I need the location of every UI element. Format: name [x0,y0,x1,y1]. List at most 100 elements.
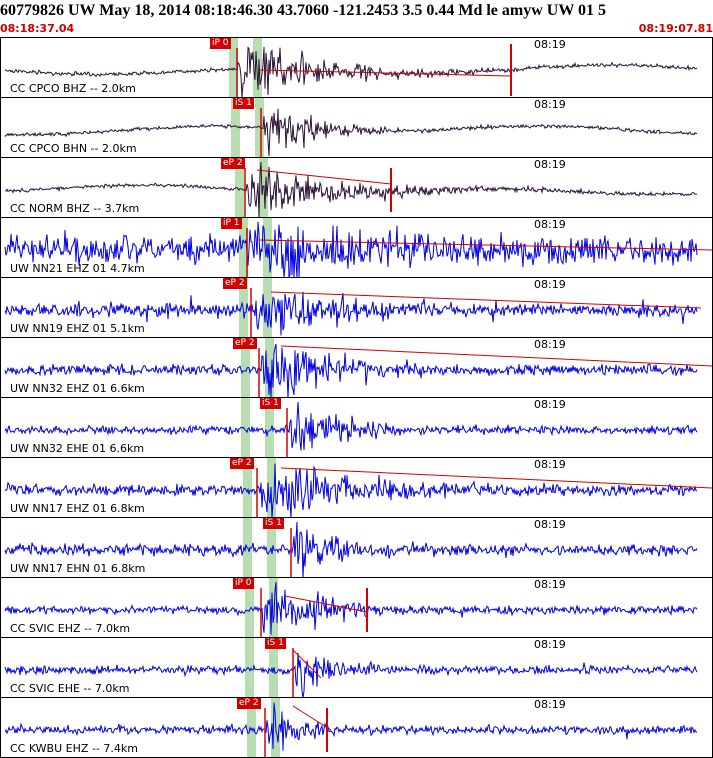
trace-panel: iP 0 08:19 CC CPCO BHZ -- 2.0km [0,37,713,98]
pick-marker[interactable]: iS 1 [233,98,254,109]
time-mark: 08:19 [534,218,566,231]
waveform [4,46,698,97]
pick-marker[interactable]: eP 2 [230,458,254,469]
s-window-band [259,158,268,217]
trace-panel: iS 1 08:19 UW NN32 EHE 01 6.6km [0,397,713,458]
p-window-band [241,398,250,457]
header: 60779826 UW May 18, 2014 08:18:46.30 43.… [0,0,713,37]
waveform [4,463,698,517]
time-mark: 08:19 [534,698,566,711]
trace-panel: iP 1 08:19 UW NN21 EHZ 01 4.7km [0,217,713,278]
s-window-band [253,38,262,97]
waveform [4,108,698,157]
coda-envelope [292,705,332,731]
coda-envelope [284,595,368,613]
time-mark: 08:19 [534,518,566,531]
seismogram [4,398,698,457]
seismogram [4,518,698,577]
time-mark: 08:19 [534,278,566,291]
station-label: CC KWBU EHZ -- 7.4km [10,742,138,755]
station-label: UW NN17 EHZ 01 6.8km [10,502,145,515]
p-window-band [241,338,250,397]
station-label: UW NN21 EHZ 01 4.7km [10,262,145,275]
station-label: UW NN17 EHN 01 6.8km [10,562,146,575]
waveform [4,291,698,336]
seismogram [4,338,712,397]
pick-marker[interactable]: iS 1 [265,638,286,649]
trace-panel: eP 2 08:19 CC KWBU EHZ -- 7.4km [0,697,713,758]
seismogram [4,578,698,637]
time-mark: 08:19 [534,158,566,171]
station-label: UW NN32 EHE 01 6.6km [10,442,145,455]
trace-panel: iS 1 08:19 CC SVIC EHE -- 7.0km [0,637,713,698]
coda-envelope [280,467,712,489]
pick-marker[interactable]: eP 2 [221,158,245,169]
waveform [4,652,698,697]
time-mark: 08:19 [534,338,566,351]
time-mark: 08:19 [534,98,566,111]
trace-panel: iS 1 08:19 CC CPCO BHN -- 2.0km [0,97,713,158]
p-window-band [245,578,254,637]
seismogram [4,218,712,277]
p-window-band [239,218,248,277]
time-mark: 08:19 [534,458,566,471]
seismogram [4,158,698,217]
seismogram [4,98,698,157]
s-window-band [265,338,274,397]
s-window-band [263,278,272,337]
time-mark: 08:19 [534,38,566,51]
coda-envelope [258,69,512,77]
waveform [4,401,698,451]
coda-envelope [258,239,712,251]
pick-marker[interactable]: iP 1 [221,218,242,229]
waveform [4,161,698,217]
p-window-band [247,698,256,757]
station-label: CC SVIC EHE -- 7.0km [10,682,130,695]
waveform [4,521,698,577]
p-window-band [235,158,244,217]
station-label: CC CPCO BHN -- 2.0km [10,142,137,155]
s-window-band [265,398,274,457]
s-window-band [267,518,276,577]
trace-panel: eP 2 08:19 UW NN32 EHZ 01 6.6km [0,337,713,398]
trace-panel: eP 2 08:19 UW NN19 EHZ 01 5.1km [0,277,713,338]
trace-panel: eP 2 08:19 UW NN17 EHZ 01 6.8km [0,457,713,518]
pick-marker[interactable]: eP 2 [233,338,257,349]
trace-panel: iP 0 08:19 CC SVIC EHZ -- 7.0km [0,577,713,638]
time-mark: 08:19 [534,638,566,651]
time-mark: 08:19 [534,398,566,411]
trace-panel: eP 2 08:19 CC NORM BHZ -- 3.7km [0,157,713,218]
seismogram [4,698,698,757]
seismogram [4,638,698,697]
pick-marker[interactable]: iP 0 [210,38,231,49]
station-label: CC CPCO BHZ -- 2.0km [10,82,136,95]
p-window-band [229,38,238,97]
coda-envelope [280,345,712,367]
station-label: UW NN32 EHZ 01 6.6km [10,382,145,395]
station-label: UW NN19 EHZ 01 5.1km [10,322,145,335]
waveform [4,344,698,397]
seismogram [4,278,702,337]
p-window-band [243,458,252,517]
trace-panels: iP 0 08:19 CC CPCO BHZ -- 2.0km iS 1 08:19 CC… [0,37,713,758]
coda-envelope [292,649,322,679]
station-label: CC SVIC EHZ -- 7.0km [10,622,131,635]
waveform [4,702,698,751]
seismogram [4,458,712,517]
p-window-band [231,98,240,157]
pick-marker[interactable]: iS 1 [263,518,284,529]
coda-envelope [270,291,702,309]
seismogram [4,38,698,97]
pick-marker[interactable]: eP 2 [223,278,247,289]
pick-marker[interactable]: iP 0 [233,578,254,589]
coda-envelope [256,169,392,185]
pick-marker[interactable]: iS 1 [260,398,281,409]
end-time: 08:19:07.81 [638,22,713,35]
p-window-band [245,638,254,697]
s-window-band [269,578,278,637]
pick-marker[interactable]: eP 2 [237,698,261,709]
start-time: 08:18:37.04 [0,22,75,35]
waveform [4,221,698,277]
trace-panel: iS 1 08:19 UW NN17 EHN 01 6.8km [0,517,713,578]
event-title: 60779826 UW May 18, 2014 08:18:46.30 43.… [0,2,607,19]
